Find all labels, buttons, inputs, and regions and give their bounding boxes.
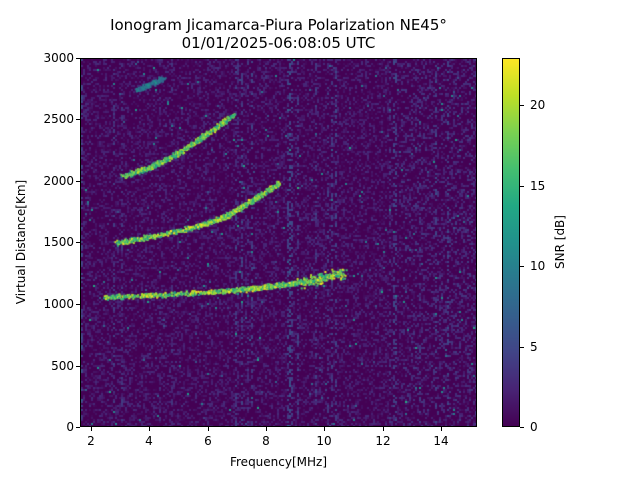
x-tick-label: 12 [375, 434, 391, 448]
y-tick-label: 1500 [43, 235, 74, 249]
colorbar-tick-mark [520, 347, 524, 348]
x-tick-mark [383, 427, 384, 431]
x-tick-label: 8 [262, 434, 270, 448]
y-tick-label: 2500 [43, 112, 74, 126]
colorbar-label: SNR [dB] [553, 215, 567, 269]
colorbar [502, 58, 520, 427]
y-tick-mark [76, 58, 80, 59]
x-tick-mark [441, 427, 442, 431]
chart-title: Ionogram Jicamarca-Piura Polarization NE… [80, 16, 477, 52]
colorbar-tick-label: 10 [530, 259, 546, 273]
x-tick-label: 2 [87, 434, 95, 448]
colorbar-tick-mark [520, 105, 524, 106]
x-tick-mark [91, 427, 92, 431]
x-tick-label: 6 [204, 434, 212, 448]
y-axis-label: Virtual Distance[Km] [14, 179, 28, 305]
colorbar-tick-label: 20 [530, 98, 546, 112]
y-tick-mark [76, 242, 80, 243]
x-tick-label: 4 [145, 434, 153, 448]
x-tick-label: 14 [433, 434, 449, 448]
y-tick-label: 3000 [43, 51, 74, 65]
chart-title-main: Ionogram Jicamarca-Piura Polarization NE… [110, 16, 447, 34]
y-tick-label: 0 [66, 420, 74, 434]
y-tick-mark [76, 304, 80, 305]
x-axis-label: Frequency[MHz] [229, 455, 328, 469]
y-tick-mark [76, 366, 80, 367]
x-tick-mark [149, 427, 150, 431]
colorbar-tick-label: 5 [530, 340, 538, 354]
x-tick-mark [324, 427, 325, 431]
y-tick-mark [76, 427, 80, 428]
y-tick-mark [76, 119, 80, 120]
chart-subtitle: 01/01/2025-06:08:05 UTC [181, 34, 376, 52]
colorbar-tick-mark [520, 427, 524, 428]
colorbar-tick-label: 15 [530, 179, 546, 193]
colorbar-tick-label: 0 [530, 420, 538, 434]
y-tick-label: 2000 [43, 174, 74, 188]
x-tick-label: 10 [316, 434, 332, 448]
ionogram-heatmap [81, 59, 476, 426]
y-tick-mark [76, 181, 80, 182]
x-tick-mark [266, 427, 267, 431]
y-tick-label: 1000 [43, 297, 74, 311]
ionogram-plot-area [80, 58, 477, 427]
y-tick-label: 500 [51, 359, 74, 373]
colorbar-tick-mark [520, 266, 524, 267]
colorbar-tick-mark [520, 186, 524, 187]
x-tick-mark [208, 427, 209, 431]
